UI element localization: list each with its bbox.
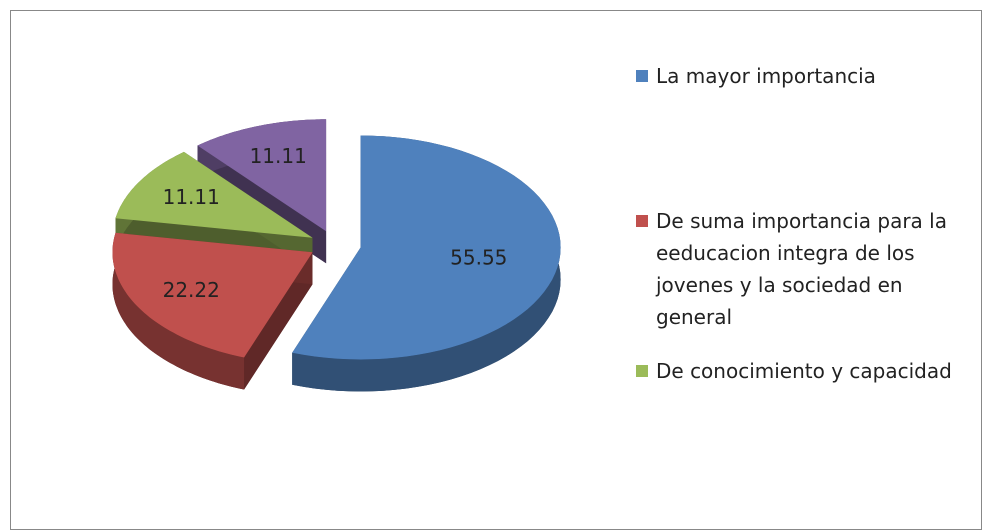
slice-wall [244, 252, 313, 390]
legend-label: La mayor importancia [656, 64, 876, 88]
pie-slice-3d [112, 232, 313, 390]
pie-slice-3d [292, 135, 561, 392]
legend-swatch [636, 70, 648, 82]
pie-slice [115, 151, 313, 238]
data-label: 11.11 [163, 185, 220, 209]
pie-slice [112, 232, 313, 358]
legend-entry: De conocimiento y capacidad [636, 355, 952, 387]
pie-slice [292, 135, 561, 360]
data-label: 11.11 [250, 144, 307, 168]
pie-slice [197, 119, 327, 232]
slice-side [292, 135, 561, 392]
legend-label: De conocimiento y capacidad [656, 359, 952, 383]
data-label: 22.22 [163, 278, 220, 302]
legend-entry: La mayor importancia [636, 60, 876, 92]
data-label: 55.55 [450, 246, 507, 270]
legend-swatch [636, 215, 648, 227]
legend-label: De suma importancia para la eeducacion i… [656, 209, 947, 329]
slice-side [112, 232, 245, 390]
legend-swatch [636, 365, 648, 377]
legend-entry: De suma importancia para la eeducacion i… [636, 205, 981, 333]
